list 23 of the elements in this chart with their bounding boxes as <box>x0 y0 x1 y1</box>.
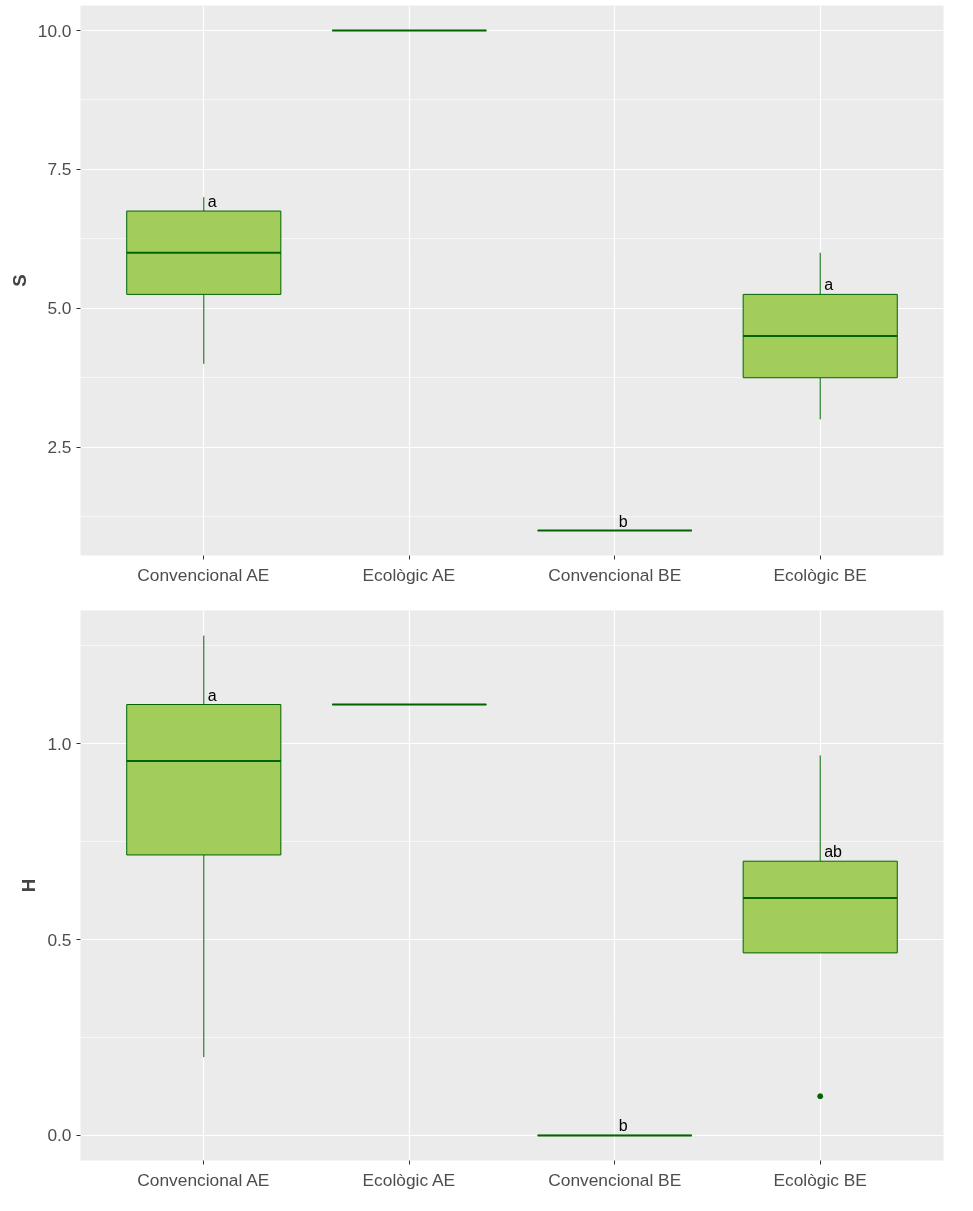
annotation: a <box>824 276 834 294</box>
x-tick-label: Ecològic BE <box>773 564 867 585</box>
x-tick-label: Convencional AE <box>137 1169 270 1190</box>
x-tick-label: Ecològic AE <box>362 564 456 585</box>
x-tick-label: Convencional BE <box>548 1169 682 1190</box>
y-tick-label: 0.5 <box>47 929 72 950</box>
annotation: ab <box>824 843 843 861</box>
y-tick-label: 5.0 <box>47 298 72 319</box>
y-tick-label: 2.5 <box>47 437 72 458</box>
y-tick-label: 7.5 <box>47 159 72 180</box>
y-axis-title: S <box>8 274 30 287</box>
y-tick-label: 10.0 <box>37 20 72 41</box>
y-tick-label: 1.0 <box>47 733 72 754</box>
annotation: a <box>207 686 217 704</box>
y-tick-label: 0.0 <box>47 1125 72 1146</box>
annotation: a <box>207 193 217 211</box>
x-tick-label: Ecològic BE <box>773 1169 867 1190</box>
annotation: b <box>618 512 628 530</box>
y-axis-title: H <box>18 878 40 893</box>
x-tick-label: Convencional BE <box>548 564 682 585</box>
x-tick-label: Convencional AE <box>137 564 270 585</box>
x-tick-label: Ecològic AE <box>362 1169 456 1190</box>
annotation: b <box>618 1117 628 1135</box>
